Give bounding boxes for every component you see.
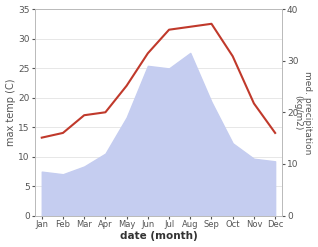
X-axis label: date (month): date (month) [120,231,197,242]
Y-axis label: med. precipitation
(kg/m2): med. precipitation (kg/m2) [293,71,313,154]
Y-axis label: max temp (C): max temp (C) [5,79,16,146]
